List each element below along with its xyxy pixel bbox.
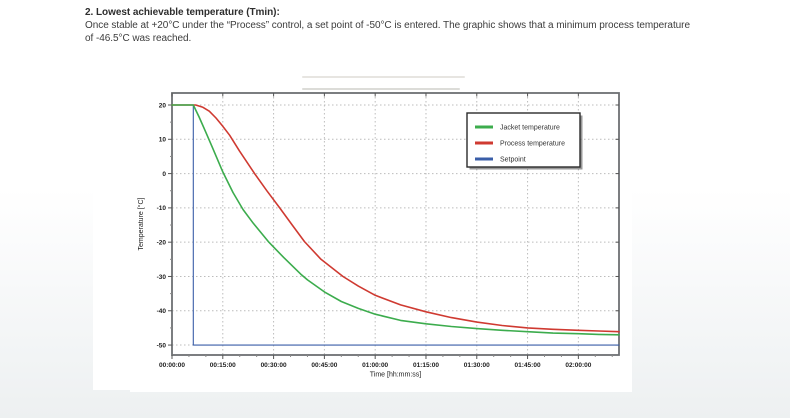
body-line-1: Once stable at +20°C under the “Process”… — [85, 20, 690, 31]
legend-label: Process temperature — [500, 141, 565, 148]
chart-canvas: 00:00:00 00:15:00 00:30:00 00:45:00 01:00:00… — [137, 92, 620, 379]
svg-text:01:30:00: 01:30:00 — [464, 362, 490, 369]
svg-text:00:30:00: 00:30:00 — [261, 362, 287, 369]
svg-text:-50: -50 — [157, 342, 167, 349]
svg-text:00:45:00: 00:45:00 — [311, 362, 337, 369]
svg-text:0: 0 — [162, 171, 166, 178]
svg-text:-20: -20 — [157, 239, 167, 246]
svg-text:00:00:00: 00:00:00 — [159, 362, 185, 369]
section-text: 2. Lowest achievable temperature (Tmin):… — [85, 6, 690, 45]
temperature-chart: 00:00:00 00:15:00 00:30:00 00:45:00 01:00:00… — [130, 75, 632, 392]
svg-text:-10: -10 — [157, 205, 167, 212]
svg-text:-30: -30 — [157, 274, 167, 281]
x-axis-label: Time [hh:mm:ss] — [370, 372, 422, 379]
legend-label: Jacket temperature — [500, 125, 560, 132]
y-axis-label: Temperature [°C] — [137, 197, 145, 250]
body-line-2: of -46.5°C was reached. — [85, 33, 192, 44]
svg-text:-40: -40 — [157, 308, 167, 315]
render-artifact-streak — [302, 76, 465, 78]
svg-text:00:15:00: 00:15:00 — [210, 362, 236, 369]
series-jacket-temperature — [171, 104, 620, 336]
series-process-temperature — [171, 104, 620, 333]
svg-text:01:15:00: 01:15:00 — [413, 362, 439, 369]
svg-text:01:00:00: 01:00:00 — [362, 362, 388, 369]
x-tick-labels: 00:00:00 00:15:00 00:30:00 00:45:00 01:00:00… — [159, 362, 592, 369]
svg-text:20: 20 — [159, 102, 167, 109]
section-heading: 2. Lowest achievable temperature (Tmin): — [85, 7, 280, 18]
render-artifact-streak — [302, 88, 460, 90]
svg-text:10: 10 — [159, 137, 167, 144]
legend-label: Setpoint — [500, 157, 526, 164]
y-tick-labels: 20 10 0 -10 -20 -30 -40 -50 — [157, 102, 167, 349]
svg-text:02:00:00: 02:00:00 — [565, 362, 591, 369]
plot-border — [171, 92, 620, 356]
svg-text:01:45:00: 01:45:00 — [515, 362, 541, 369]
